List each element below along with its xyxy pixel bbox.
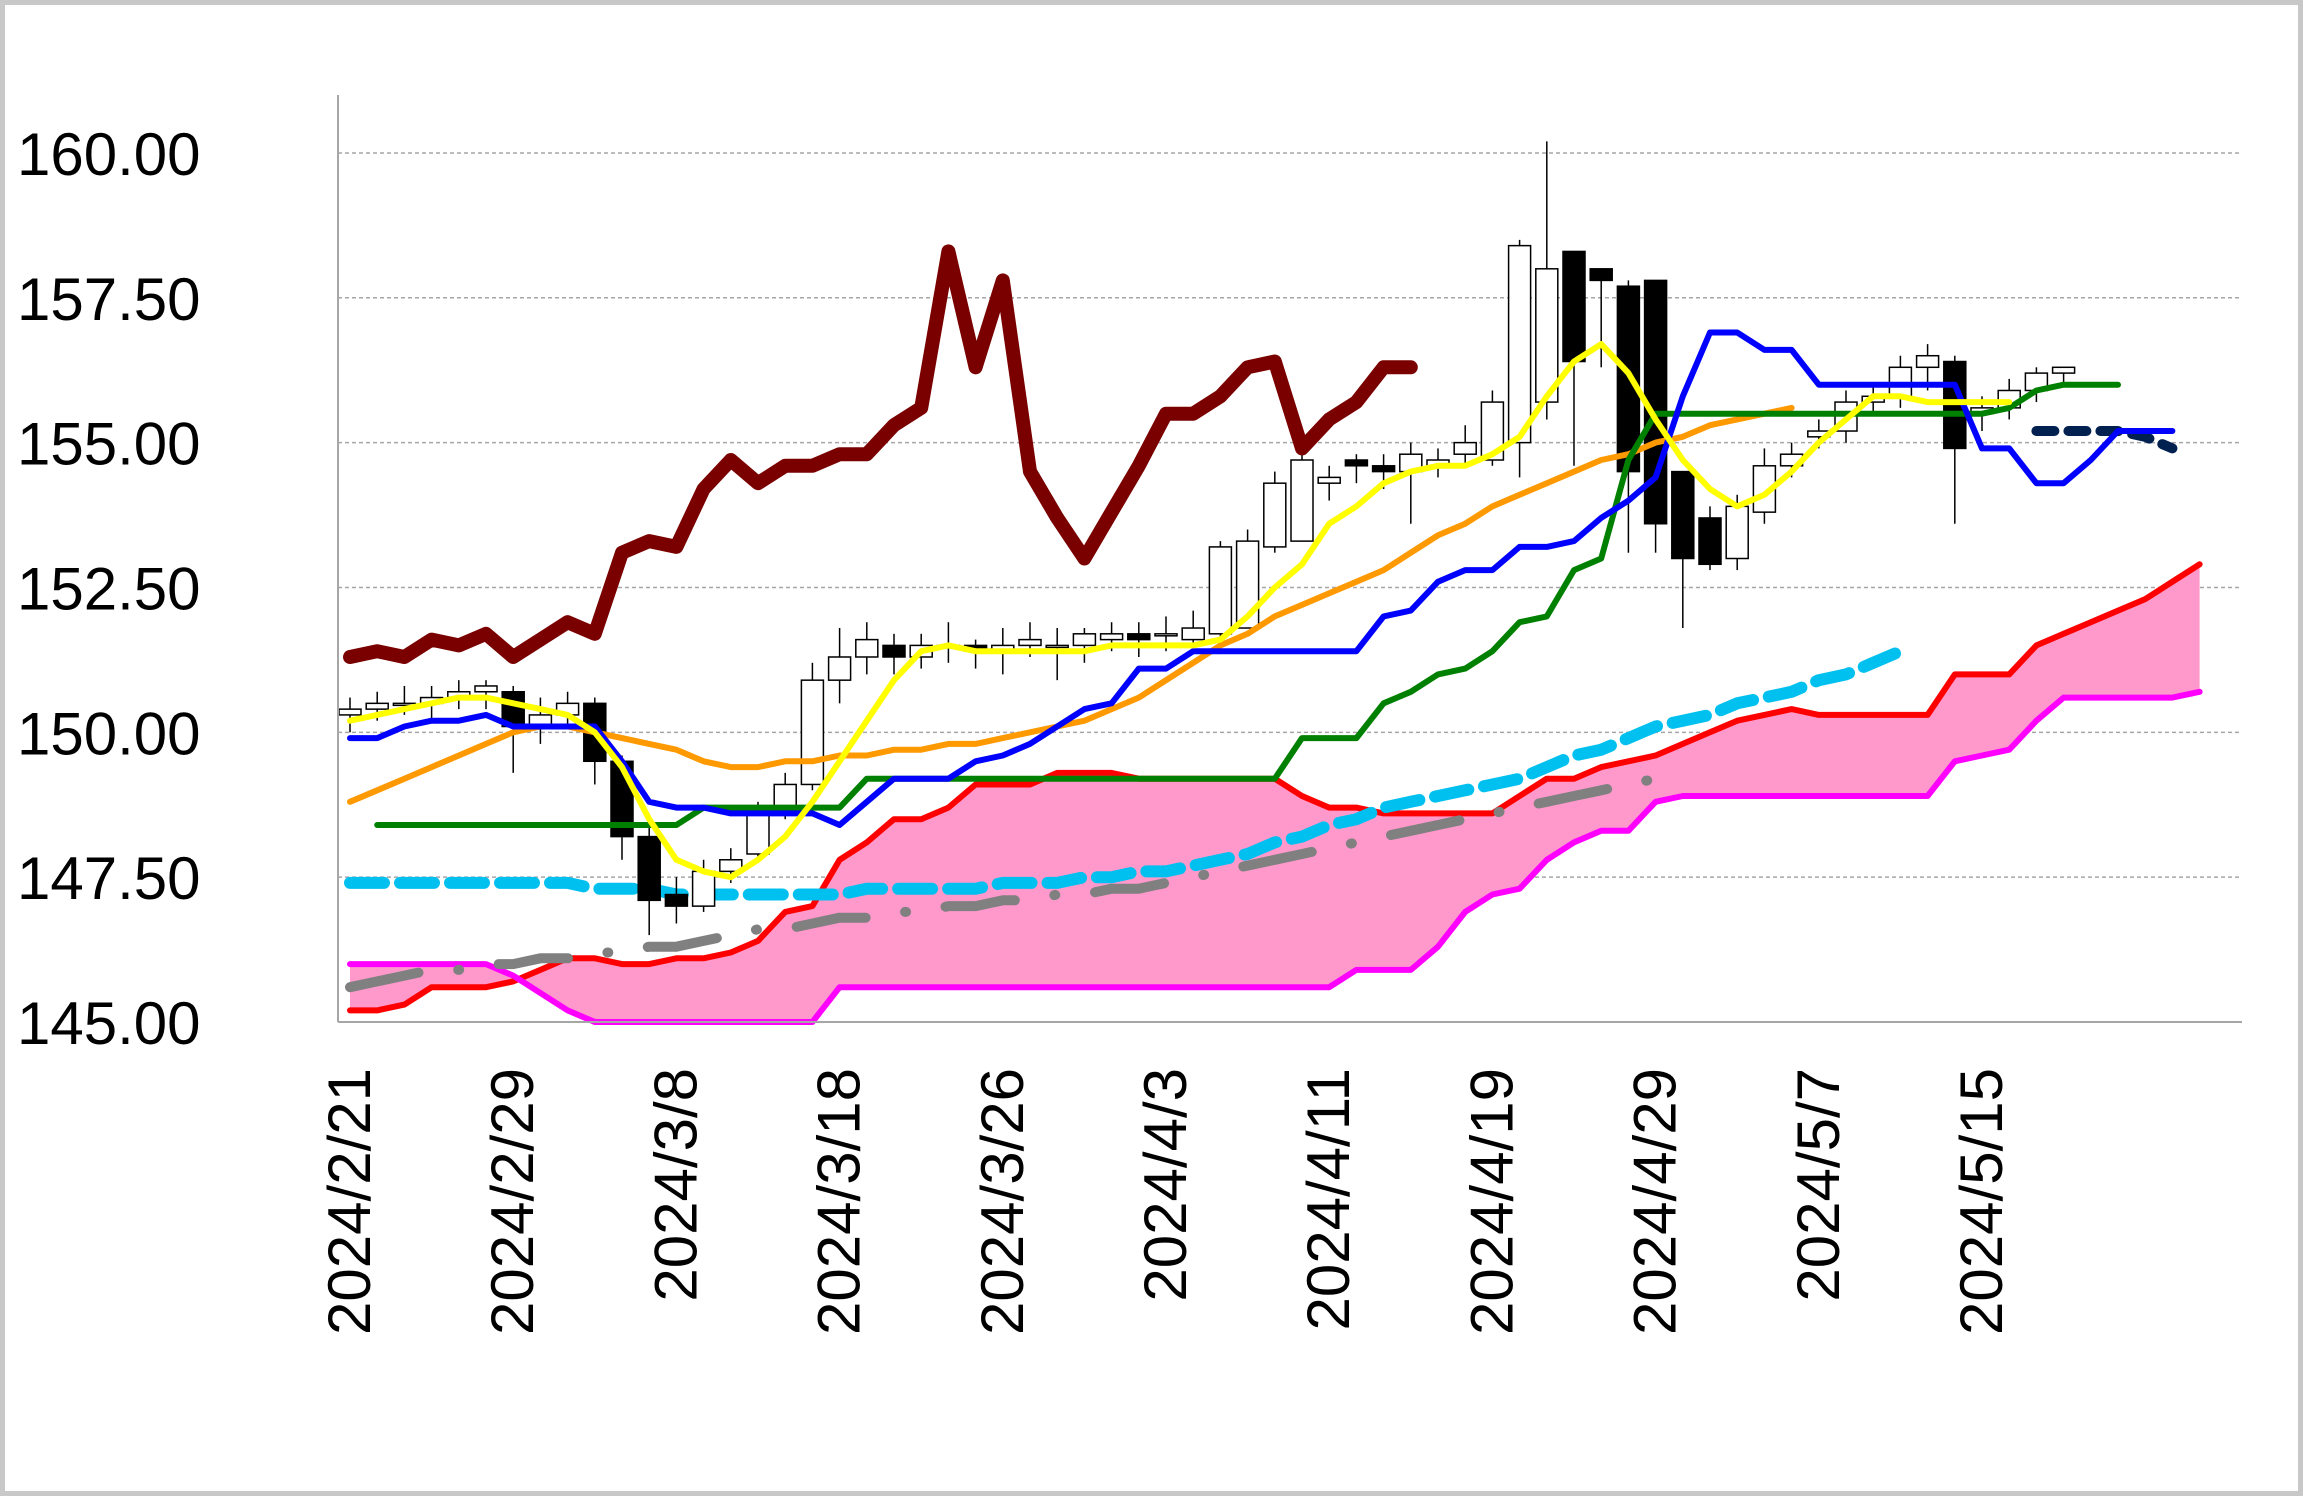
candle-body: [827, 656, 852, 681]
series-line-chikou: [343, 244, 1418, 664]
candle: [1263, 471, 1287, 553]
candle-body: [2051, 366, 2076, 374]
candle: [637, 825, 661, 936]
candle-body: [1018, 638, 1042, 647]
candle: [1616, 280, 1641, 553]
candle-body: [1589, 268, 1613, 282]
candle: [1072, 628, 1097, 663]
x-tick-label: 2024/5/15: [1948, 1068, 2015, 1335]
x-axis-ticks: 2024/2/21 2024/2/29 2024/3/8 2024/3/18 2024/…: [316, 1068, 2015, 1335]
candle: [1208, 541, 1233, 640]
axes: [337, 95, 2242, 1023]
indicator-lines: [343, 244, 2176, 881]
candle-body: [1208, 546, 1233, 635]
x-tick-label: 2024/4/29: [1622, 1068, 1689, 1335]
candle-body: [1480, 401, 1505, 461]
y-tick-label: 160.00: [17, 121, 201, 188]
x-tick-label: 2024/3/26: [969, 1068, 1036, 1335]
candle-body: [1263, 482, 1287, 548]
candle-body: [1507, 244, 1532, 444]
candle-body: [1698, 517, 1722, 566]
candle-body: [1725, 505, 1749, 560]
candle: [855, 622, 879, 675]
candle: [1317, 465, 1341, 501]
x-tick-label: 2024/4/19: [1458, 1068, 1525, 1335]
candle: [1589, 268, 1613, 368]
candle: [1535, 141, 1559, 420]
candle-body: [1371, 465, 1396, 473]
candle: [1698, 506, 1722, 571]
candle-body: [1915, 354, 1940, 369]
ichimoku-chart: 145.00 147.50 150.00 152.50 155.00 157.50 160.…: [17, 95, 2242, 1335]
candle-body: [637, 835, 661, 902]
candle: [664, 877, 689, 924]
y-tick-label: 145.00: [17, 990, 201, 1057]
candle-body: [691, 870, 716, 907]
candle-body: [1671, 470, 1695, 560]
candle: [1127, 622, 1151, 657]
series-line-ma-yellow: [347, 341, 2013, 881]
candle-body: [1535, 268, 1559, 403]
series-line-forecast-navy: [2031, 426, 2178, 454]
series-line-ma-orange: [347, 404, 1795, 805]
x-tick-label: 2024/2/29: [479, 1068, 546, 1335]
candle-body: [1453, 441, 1477, 455]
candle: [1290, 454, 1314, 542]
x-tick-label: 2024/3/8: [642, 1068, 709, 1302]
x-tick-label: 2024/3/18: [806, 1068, 873, 1335]
x-tick-label: 2024/4/11: [1295, 1068, 1362, 1330]
candle-body: [800, 679, 825, 786]
candle-body: [365, 702, 389, 710]
candle-body: [474, 685, 498, 693]
candle-body: [746, 812, 770, 855]
candle-body: [1099, 633, 1124, 641]
series-line-kijun: [374, 381, 2121, 828]
x-tick-label: 2024/5/7: [1785, 1068, 1852, 1302]
candle: [2024, 367, 2049, 403]
candle-body: [882, 644, 906, 658]
y-tick-label: 155.00: [17, 411, 201, 478]
candle-body: [855, 638, 879, 658]
candle-body: [1072, 633, 1097, 647]
series-line-trend-cyan: [344, 645, 1907, 901]
y-tick-label: 152.50: [17, 555, 201, 622]
candle: [1181, 610, 1205, 646]
y-tick-label: 150.00: [17, 700, 201, 767]
candle-body: [719, 859, 743, 873]
candle-body: [338, 708, 362, 716]
series-line-trend-gray: [345, 773, 1661, 993]
candle-body: [1290, 459, 1314, 542]
candle: [338, 697, 362, 733]
candle: [1507, 239, 1532, 478]
candle-body: [1562, 250, 1586, 363]
candle: [1453, 425, 1477, 466]
candle: [1943, 355, 1967, 524]
candle: [1344, 454, 1369, 484]
candle-body: [1045, 644, 1069, 649]
candle: [691, 859, 716, 912]
x-tick-label: 2024/4/3: [1132, 1068, 1199, 1302]
series-line-tenkan: [347, 329, 2176, 828]
candle-body: [1181, 627, 1205, 641]
candle-body: [1344, 459, 1369, 467]
candle-body: [1154, 633, 1178, 637]
x-tick-label: 2024/2/21: [316, 1068, 383, 1335]
candle-body: [1317, 476, 1341, 484]
candle: [1399, 442, 1423, 524]
candle: [882, 633, 906, 675]
candle: [800, 662, 825, 791]
y-tick-label: 157.50: [17, 266, 201, 333]
candle-body: [664, 893, 689, 907]
candle: [827, 628, 852, 704]
y-axis-ticks: 145.00 147.50 150.00 152.50 155.00 157.50 160.…: [17, 121, 201, 1057]
candle-body: [1127, 633, 1151, 641]
y-tick-label: 147.50: [17, 845, 201, 912]
candle: [1671, 470, 1695, 629]
